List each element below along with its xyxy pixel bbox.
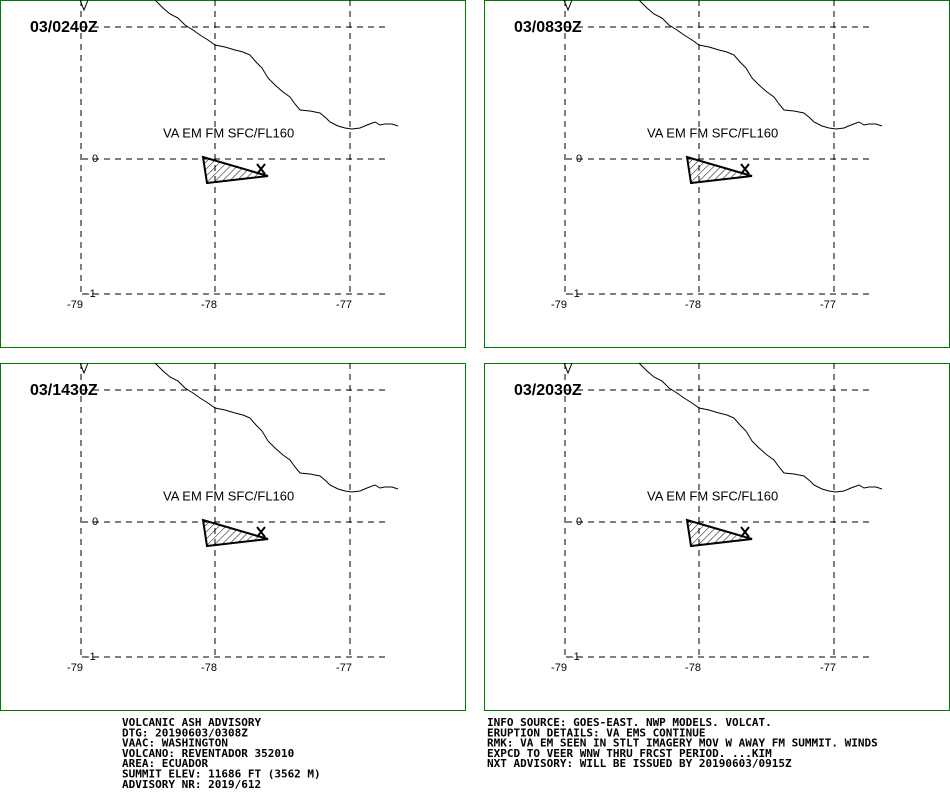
lon-label: -79 [67, 299, 83, 311]
lon-label: -79 [551, 299, 567, 311]
ash-area [685, 155, 753, 185]
lon-label: -79 [67, 662, 83, 674]
lon-label: -78 [685, 662, 701, 674]
volcano-marker [740, 526, 750, 538]
valid-time: 03/2030Z [514, 382, 582, 399]
ash-area [201, 518, 269, 548]
lon-label: -78 [685, 299, 701, 311]
advisory-line: EXPCD TO VEER WNW THRU FRCST PERIOD. ...… [487, 747, 772, 760]
lon-label: -77 [336, 662, 352, 674]
coastline [638, 0, 883, 130]
lat-label: 0 [576, 516, 582, 528]
advisory-line: DTG: 20190603/0308Z [122, 726, 248, 739]
lon-label: -77 [820, 662, 836, 674]
lat-label: -1 [570, 288, 580, 300]
advisory-line: VOLCANIC ASH ADVISORY [122, 716, 261, 729]
ash-annotation: VA EM FM SFC/FL160 [163, 488, 294, 503]
lon-label: -78 [201, 662, 217, 674]
advisory-line: AREA: ECUADOR [122, 757, 208, 770]
advisory-line: SUMMIT ELEV: 11686 FT (3562 M) [122, 768, 321, 781]
map-panel: 03/0830Z VA EM FM SFC/FL160 0 -1-79 -78 -77 [484, 0, 950, 348]
advisory-line: NXT ADVISORY: WILL BE ISSUED BY 20190603… [487, 757, 792, 770]
lon-label: -77 [820, 299, 836, 311]
valid-time: 03/1430Z [30, 382, 98, 399]
valid-time: 03/0830Z [514, 19, 582, 36]
map-panel: 03/2030Z VA EM FM SFC/FL160 0 -1-79 -78 -77 [484, 362, 950, 711]
valid-time: 03/0240Z [30, 19, 98, 36]
ash-annotation: VA EM FM SFC/FL160 [647, 125, 778, 140]
advisory-line: VAAC: WASHINGTON [122, 737, 228, 750]
advisory-line: INFO SOURCE: GOES-EAST. NWP MODELS. VOLC… [487, 716, 772, 729]
advisory-line: ERUPTION DETAILS: VA EMS CONTINUE [487, 726, 706, 739]
lat-label: 0 [92, 516, 98, 528]
advisory-line: VOLCANO: REVENTADOR 352010 [122, 747, 294, 760]
lat-label: -1 [570, 651, 580, 663]
lon-label: -77 [336, 299, 352, 311]
map-panel: 03/1430Z VA EM FM SFC/FL160 0 -1-79 -78 -77 [0, 362, 466, 711]
ash-annotation: VA EM FM SFC/FL160 [647, 488, 778, 503]
advisory-line: RMK: VA EM SEEN IN STLT IMAGERY MOV W AW… [487, 737, 878, 750]
lat-label: 0 [92, 153, 98, 165]
ash-annotation: VA EM FM SFC/FL160 [163, 125, 294, 140]
panel-border [0, 0, 466, 348]
lon-label: -79 [551, 662, 567, 674]
coastline [638, 362, 883, 493]
volcano-marker [256, 526, 266, 538]
volcano-marker [256, 163, 266, 175]
ash-area [201, 155, 269, 185]
lat-label: 0 [576, 153, 582, 165]
coastline [154, 0, 399, 130]
lat-label: -1 [86, 651, 96, 663]
advisory-line: ADVISORY NR: 2019/612 [122, 778, 261, 791]
panel-border [0, 363, 466, 711]
coastline [154, 362, 399, 493]
ash-area [685, 518, 753, 548]
volcano-marker [740, 163, 750, 175]
map-panel: 03/0240Z VA EM FM SFC/FL160 0 -1-79 -78 -77 [0, 0, 466, 348]
lat-label: -1 [86, 288, 96, 300]
lon-label: -78 [201, 299, 217, 311]
